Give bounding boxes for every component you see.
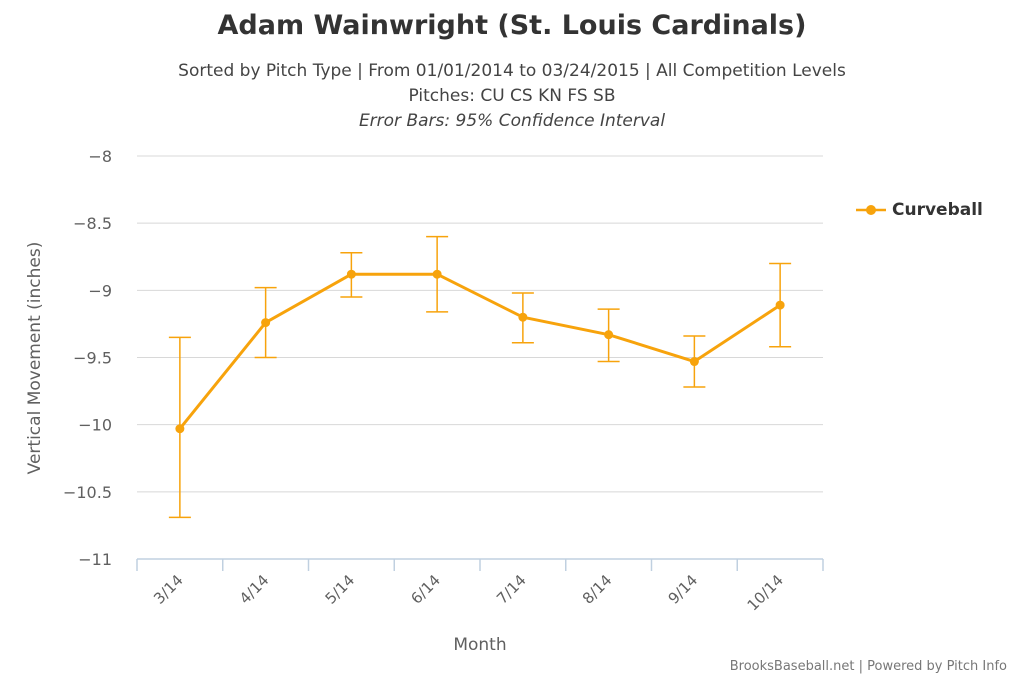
x-tick-label: 4/14 [236,571,273,608]
axes: −8 −8.5 −9 −9.5 −10 −10.5 −11 3/14 4/14 5/14 6/14 7… [63,147,824,614]
credits[interactable]: BrooksBaseball.net | Powered by Pitch In… [729,659,1007,674]
y-tick-label: −11 [78,550,112,569]
x-tick-label: 3/14 [150,571,187,608]
chart-title: Adam Wainwright (St. Louis Cardinals) [217,10,807,41]
y-axis-label: Vertical Movement (inches) [25,242,45,475]
y-tick-label: −9 [88,281,112,300]
series-curveball [175,269,785,434]
y-tick-label: −10 [78,416,112,435]
data-point[interactable] [432,269,442,279]
legend-item-curveball: Curveball [892,200,983,220]
legend[interactable]: Curveball [856,200,983,220]
y-tick-label: −9.5 [73,349,112,368]
data-point[interactable] [689,357,699,367]
x-tick-label: 9/14 [665,571,702,608]
x-tick-label: 6/14 [407,571,444,608]
data-point[interactable] [775,300,785,310]
y-tick-label: −8 [88,147,112,166]
series-line [178,272,781,430]
legend-marker-icon [856,205,886,215]
data-point[interactable] [346,269,356,279]
chart-subtitle-filters: Sorted by Pitch Type | From 01/01/2014 t… [178,61,846,81]
x-tick-label: 7/14 [493,571,530,608]
data-point[interactable] [175,424,185,434]
error-bars [168,235,792,519]
data-point[interactable] [518,312,528,322]
gridlines [137,155,823,493]
chart-subtitle-error-bars: Error Bars: 95% Confidence Interval [358,111,666,131]
x-tick-label: 5/14 [322,571,359,608]
x-tick-label: 10/14 [744,571,787,614]
data-point[interactable] [604,330,614,340]
y-tick-label: −10.5 [63,483,112,502]
data-point[interactable] [261,318,271,328]
x-axis-label: Month [453,635,506,655]
chart-subtitle-pitches: Pitches: CU CS KN FS SB [408,86,616,106]
x-tick-label: 8/14 [579,571,616,608]
y-tick-label: −8.5 [73,214,112,233]
